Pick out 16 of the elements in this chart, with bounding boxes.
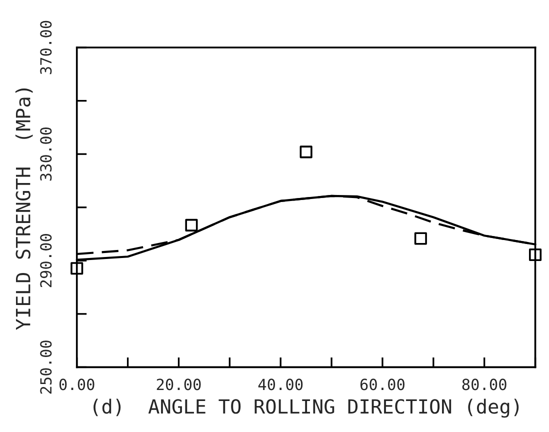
point — [528, 248, 542, 262]
y-axis-title: YIELD STRENGTH (MPa) — [15, 88, 33, 330]
x-tick-label: 80.00 — [462, 378, 506, 390]
y-tick-label: 330.00 — [40, 127, 52, 181]
x-tick-label: 20.00 — [156, 378, 201, 390]
point — [300, 146, 312, 158]
x-tick-label: 40.00 — [258, 378, 303, 390]
x-axis-title: (d) ANGLE TO ROLLING DIRECTION (deg) — [94, 398, 519, 418]
y-tick-label: 250.00 — [40, 340, 52, 394]
x-tick-label: 0.00 — [59, 378, 94, 390]
point — [414, 232, 427, 245]
y-tick-label: 370.00 — [40, 20, 52, 74]
y-tick-label: 290.00 — [40, 234, 52, 288]
point — [70, 262, 84, 275]
x-tick-label: 60.00 — [360, 378, 404, 390]
point — [185, 218, 198, 232]
